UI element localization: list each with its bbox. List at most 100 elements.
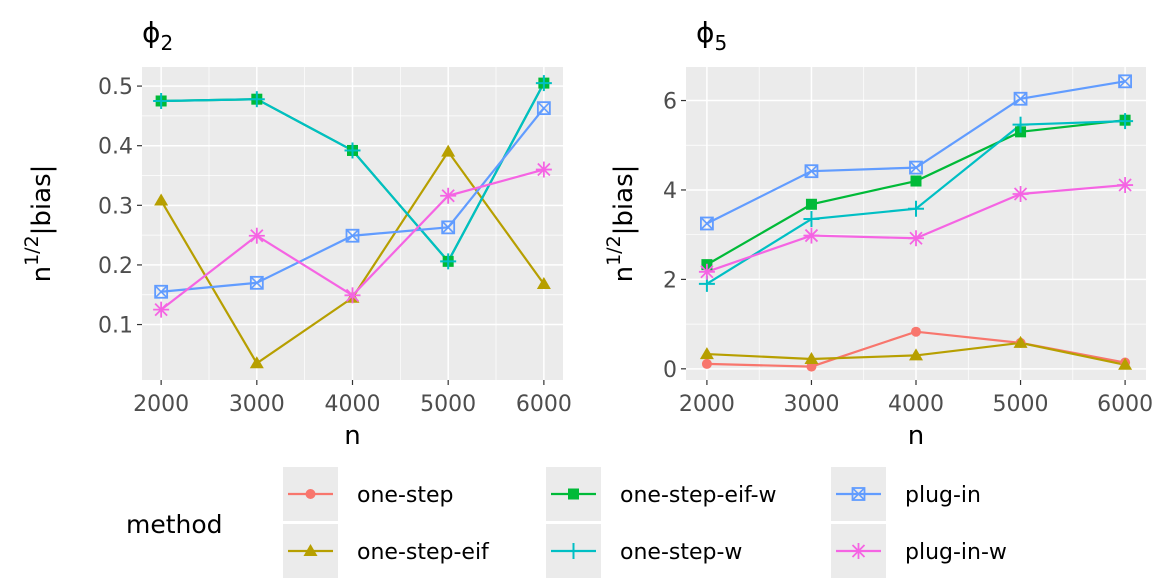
- legend-item-plug-in-w: plug-in-w: [831, 524, 1007, 578]
- data-point-one-step-w: [535, 75, 552, 92]
- y-axis-title-base: n: [609, 266, 639, 282]
- marker-triangle: [804, 351, 819, 364]
- marker-triangle: [1118, 357, 1133, 370]
- y-axis-title: n1/2|bias|: [21, 165, 57, 283]
- marker-square: [568, 488, 579, 500]
- data-point-plug-in: [536, 101, 551, 116]
- legend-item-plug-in: plug-in: [831, 467, 981, 521]
- marker-ast-d2: [700, 265, 714, 279]
- data-point-one-step-eif: [1013, 335, 1028, 348]
- y-tick-label: 0: [663, 358, 677, 383]
- marker-triangle: [249, 356, 264, 369]
- x-axis-title: n: [908, 421, 924, 451]
- data-point-plug-in-w: [535, 161, 552, 178]
- data-point-one-step: [911, 326, 921, 337]
- marker-box-diag2: [851, 487, 866, 501]
- marker-square: [805, 198, 817, 210]
- data-point-one-step-eif: [536, 277, 551, 290]
- data-point-plug-in-w: [344, 287, 361, 304]
- marker-ast-d2: [250, 229, 264, 243]
- marker-box: [804, 164, 819, 179]
- data-point-one-step-w: [344, 142, 361, 159]
- marker-box: [1013, 91, 1028, 106]
- data-point-one-step-eif: [804, 351, 819, 364]
- y-tick-label: 0.5: [98, 75, 133, 100]
- panel-1: 2000 3000 4000 5000 60000.10.20.30.40.5ϕ2nn1…: [21, 16, 572, 451]
- marker-ast-d2: [537, 162, 551, 177]
- marker-triangle: [699, 347, 714, 360]
- marker-box-diag2: [537, 101, 551, 115]
- marker-box-diag2: [345, 229, 360, 243]
- data-point-one-step-eif: [909, 348, 923, 361]
- marker-circle: [305, 489, 316, 499]
- marker-box-diag2: [154, 285, 168, 299]
- marker-ast-d2: [1118, 178, 1132, 192]
- marker-circle: [806, 361, 817, 372]
- data-point-one-step-eif: [441, 144, 456, 157]
- legend: method one-step one-step-eif one-step-eif-w…: [126, 467, 1007, 578]
- legend-item-one-step-w: one-step-w: [546, 524, 742, 578]
- legend-label: one-step: [357, 483, 453, 508]
- x-tick-label: 2000: [133, 392, 189, 417]
- x-tick-label: 2000: [679, 392, 735, 417]
- x-tick-label: 5000: [993, 392, 1049, 417]
- x-tick-label: 3000: [229, 392, 285, 417]
- data-point-one-step-w: [1012, 116, 1029, 133]
- data-point-one-step-eif-w: [805, 198, 817, 210]
- panel-title-subscript: 5: [714, 31, 727, 55]
- marker-box-diag2: [250, 276, 264, 290]
- marker-ast-d2: [909, 231, 923, 245]
- data-point-plug-in-w: [248, 227, 265, 244]
- marker-box: [536, 101, 551, 116]
- data-point-plug-in: [345, 228, 360, 243]
- y-tick-label: 0.3: [98, 194, 133, 219]
- data-point-one-step-w: [248, 91, 265, 108]
- marker-circle: [911, 326, 921, 337]
- legend-title: method: [126, 510, 223, 539]
- panel-title: ϕ2: [142, 16, 173, 55]
- data-point-plug-in: [1118, 74, 1132, 89]
- marker-ast-d2: [345, 288, 360, 302]
- x-tick-label: 4000: [325, 392, 381, 417]
- data-point-one-step-eif-w: [910, 175, 922, 187]
- y-axis-title-suffix: |bias|: [27, 165, 57, 236]
- y-axis-title-base: n: [27, 266, 57, 282]
- data-point-plug-in: [441, 220, 456, 235]
- x-tick-label: 6000: [1097, 392, 1153, 417]
- data-point-plug-in-w: [908, 230, 924, 247]
- legend-label: plug-in-w: [905, 540, 1007, 565]
- marker-box: [851, 487, 866, 501]
- data-point-plug-in: [154, 284, 169, 299]
- legend-key-marker-one-step-w: [565, 543, 582, 559]
- data-point-plug-in-w: [440, 187, 457, 204]
- legend-item-one-step-eif-w: one-step-eif-w: [546, 467, 777, 521]
- marker-triangle: [536, 277, 551, 290]
- panel-title-subscript: 2: [160, 31, 173, 55]
- data-point-one-step-eif: [699, 347, 714, 360]
- marker-box-diag2: [909, 161, 923, 175]
- data-point-plug-in-w: [803, 227, 820, 244]
- data-point-one-step-w: [908, 200, 924, 217]
- marker-ast-d2: [154, 303, 168, 317]
- marker-ast-d2: [804, 228, 819, 243]
- data-point-plug-in-w: [153, 301, 170, 318]
- panel-title: ϕ5: [696, 16, 727, 55]
- legend-item-one-step: one-step: [283, 467, 453, 521]
- legend-label: one-step-eif: [357, 540, 490, 565]
- data-point-one-step-eif: [154, 193, 169, 206]
- marker-ast-d2: [441, 189, 455, 203]
- y-tick-label: 0.2: [98, 254, 133, 279]
- x-tick-label: 4000: [888, 392, 944, 417]
- marker-box: [700, 216, 714, 231]
- legend-label: one-step-eif-w: [620, 483, 777, 508]
- marker-box-diag2: [804, 164, 819, 178]
- marker-box: [1118, 74, 1132, 89]
- y-tick-label: 4: [663, 179, 677, 204]
- panel-title-symbol: ϕ: [696, 16, 714, 49]
- y-axis-title-superscript: 1/2: [603, 235, 625, 266]
- legend-item-one-step-eif: one-step-eif: [283, 524, 490, 578]
- marker-box-diag2: [1013, 92, 1028, 106]
- marker-box: [441, 220, 456, 235]
